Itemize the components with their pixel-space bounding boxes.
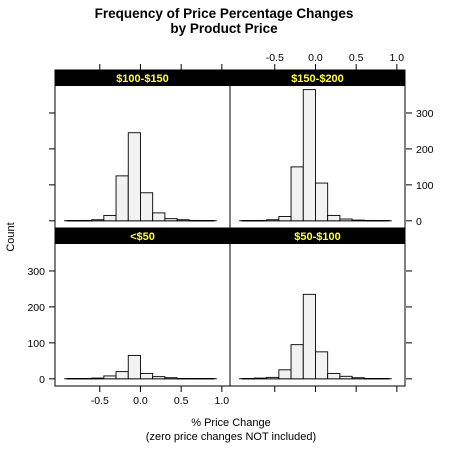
panel-1-bar-11 [189, 220, 201, 221]
panel-3-bar-9 [165, 378, 177, 379]
panel-1-bar-6 [128, 133, 140, 221]
panel-3-bar-4 [104, 376, 116, 379]
x-axis-top-right-tick-label-2: 0.0 [308, 52, 323, 64]
panel-4-bar-9 [340, 376, 352, 379]
panel-4-bar-12 [377, 378, 389, 379]
y-axis-top-right-tick-label-2: 100 [416, 180, 434, 192]
panel-3-bar-3 [92, 378, 104, 379]
chart-title-line-2: by Product Price [170, 21, 278, 36]
x-axis-top-right-tick-label-4: 1.0 [390, 52, 405, 64]
panel-1-bar-4 [104, 215, 116, 220]
panel-3-bar-6 [128, 355, 140, 378]
panel-4-strip-label: $50-$100 [294, 231, 341, 243]
panel-3-bar-7 [140, 373, 152, 378]
panel-1-bar-2 [79, 220, 91, 221]
x-axis-label-line-1: % Price Change [191, 417, 271, 429]
y-axis-bottom-left-tick-label-3: 200 [27, 302, 45, 314]
panel-3-bar-11 [189, 378, 201, 379]
y-axis-bottom-left-tick-label-4: 300 [27, 266, 45, 278]
panel-3-bar-1 [67, 378, 79, 379]
panel-2-bar-5 [291, 167, 303, 221]
x-axis-bottom-left-tick-label-3: 0.5 [174, 395, 189, 407]
panel-3-bar-10 [177, 378, 189, 379]
panel-4-bar-6 [303, 294, 315, 378]
x-axis-bottom-left-tick-label-1: -0.5 [91, 395, 109, 407]
panel-2-strip-label: $150-$200 [291, 73, 344, 85]
panel-2-bar-9 [340, 219, 352, 221]
y-axis-top-right-tick-label-1: 0 [416, 216, 422, 228]
panel-1-bar-1 [67, 220, 79, 221]
panel-1-strip-label: $100-$150 [116, 73, 169, 85]
panel-2-bar-11 [364, 220, 376, 221]
x-axis-top-right-tick-label-1: -0.5 [266, 52, 284, 64]
y-axis-label: Count [5, 222, 17, 251]
y-axis-top-right-tick-label-4: 300 [416, 108, 434, 120]
panel-2-bar-6 [303, 90, 315, 221]
panel-2-bar-3 [267, 220, 279, 221]
x-axis-bottom-left-tick-label-2: 0.0 [133, 395, 148, 407]
panel-1-bar-12 [202, 220, 214, 221]
panel-3-bar-5 [116, 372, 128, 379]
panel-3-border [55, 228, 230, 386]
panels-layer: $100-$150 $150-$200 <$50 $50-$100 [55, 70, 405, 386]
panel-2-bar-7 [315, 183, 327, 221]
panel-4-bar-8 [328, 373, 340, 378]
panel-4-bar-2 [254, 378, 266, 379]
y-axis-bottom-left-tick-label-2: 100 [27, 338, 45, 350]
panel-4-bar-10 [352, 378, 364, 379]
panel-2-bar-12 [377, 220, 389, 221]
panel-3-strip-label: <$50 [130, 231, 155, 243]
y-axis-bottom-left-tick-label-1: 0 [39, 374, 45, 386]
x-axis-bottom-left-tick-label-4: 1.0 [215, 395, 230, 407]
panel-3-bar-8 [153, 377, 165, 379]
panel-2-bar-8 [328, 215, 340, 220]
panel-1-bar-3 [92, 220, 104, 221]
panel-4-bar-11 [364, 378, 376, 379]
panel-4-bar-5 [291, 345, 303, 379]
panel-1-bar-8 [153, 213, 165, 221]
panel-1-bar-10 [177, 220, 189, 221]
y-axis-top-right-tick-label-3: 200 [416, 144, 434, 156]
panel-2-bar-10 [352, 220, 364, 221]
chart-title-line-1: Frequency of Price Percentage Changes [95, 6, 354, 21]
panel-3-bar-12 [202, 378, 214, 379]
panel-4-bar-3 [267, 377, 279, 378]
panel-2-bar-2 [254, 220, 266, 221]
panel-4-bar-1 [242, 378, 254, 379]
panel-1-bar-9 [165, 219, 177, 221]
x-axis-label-line-2: (zero price changes NOT included) [146, 431, 316, 443]
panel-4-bar-4 [279, 370, 291, 379]
x-axis-top-right-tick-label-3: 0.5 [349, 52, 364, 64]
panel-1-bar-7 [140, 193, 152, 221]
panel-4-bar-7 [315, 352, 327, 379]
panel-2-bar-1 [242, 220, 254, 221]
panel-3-bar-2 [79, 378, 91, 379]
panel-1-bar-5 [116, 176, 128, 221]
panel-2-bar-4 [279, 216, 291, 220]
